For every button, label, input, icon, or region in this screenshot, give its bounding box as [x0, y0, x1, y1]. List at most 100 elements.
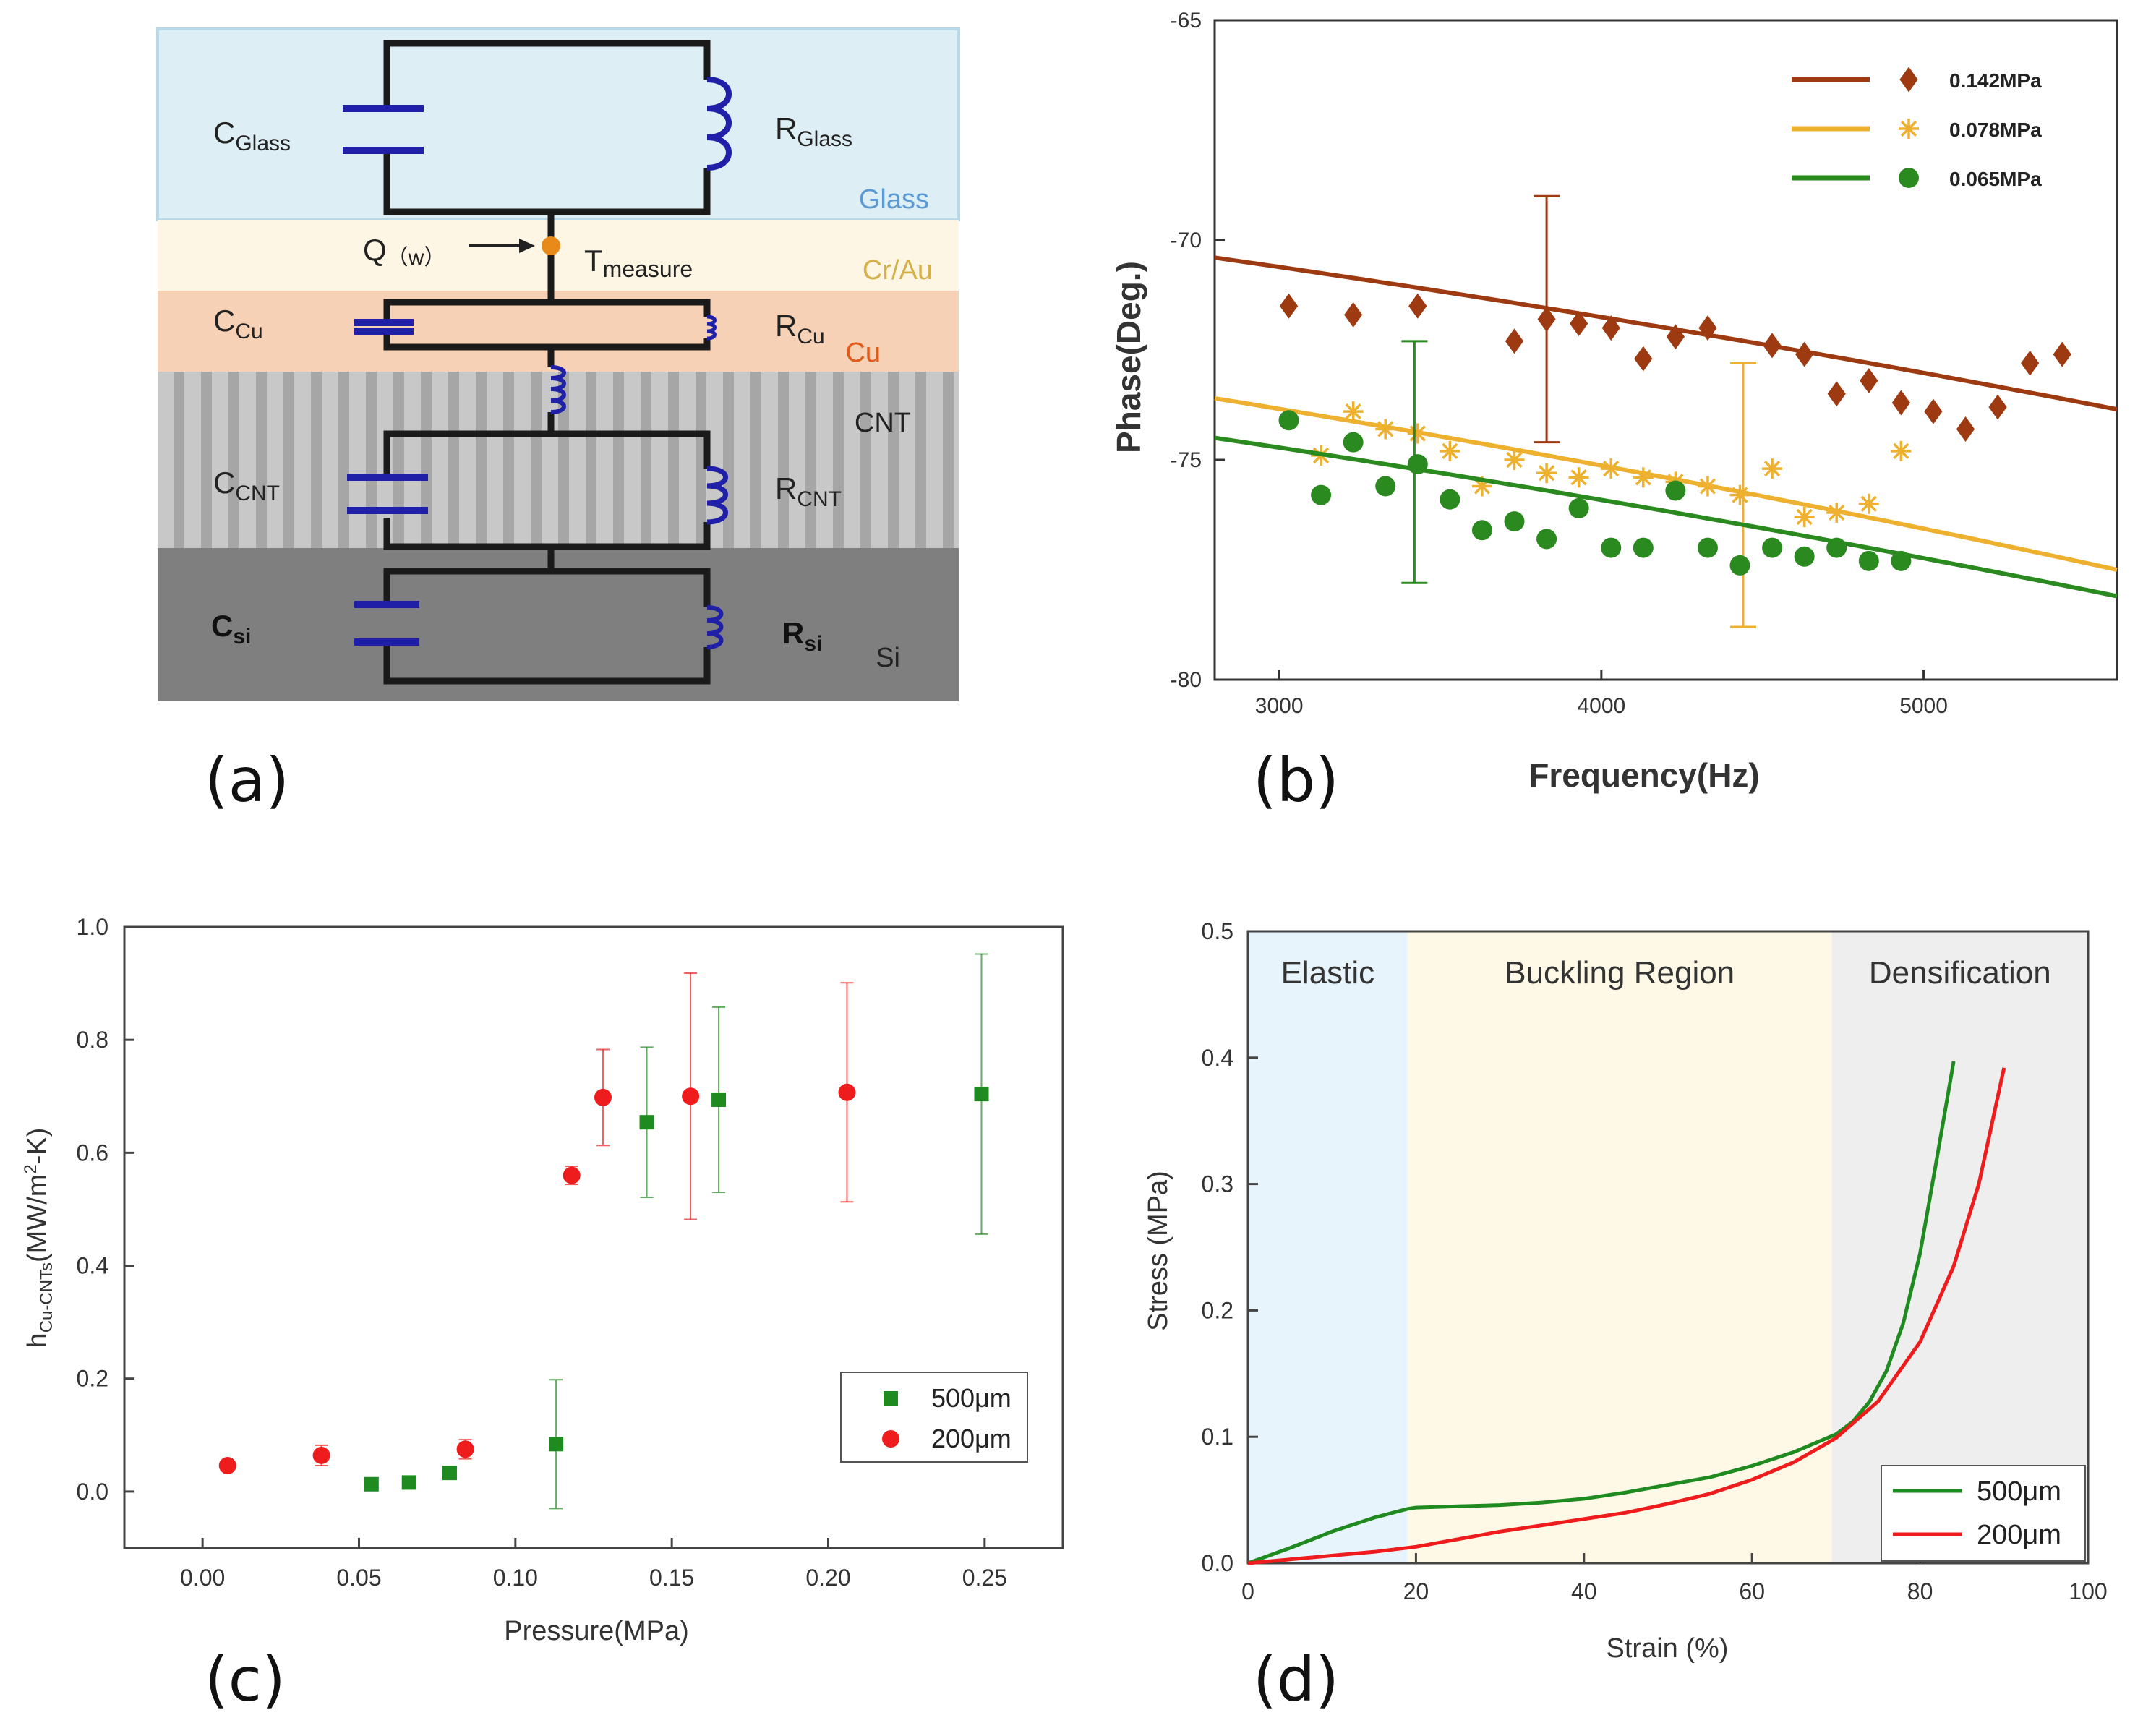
data-point	[1440, 440, 1460, 461]
cnt-stripe	[641, 372, 651, 548]
region-label: Buckling Region	[1505, 955, 1735, 991]
x-axis-title: Strain (%)	[1607, 1633, 1729, 1664]
label-t-measure: Tmeasure	[584, 244, 693, 282]
data-point	[1795, 341, 1814, 367]
asterisk-stroke	[1829, 504, 1845, 521]
data-point	[1763, 333, 1782, 359]
cnt-stripe	[311, 372, 322, 548]
panel-label-b: (b)	[1253, 745, 1339, 816]
data-point	[1537, 306, 1556, 332]
inductor-series	[550, 365, 566, 414]
data-point	[1634, 346, 1653, 372]
inductor-cu	[706, 315, 717, 341]
legend-marker	[1899, 168, 1919, 188]
data-point	[974, 1087, 989, 1102]
data-point	[1344, 302, 1363, 328]
data-point	[1988, 394, 2007, 420]
data-point	[1570, 311, 1588, 337]
cnt-stripe	[888, 372, 899, 548]
y-axis-title-sub: Cu-CNTs	[37, 1262, 56, 1333]
data-point	[1633, 537, 1654, 558]
data-point	[1343, 401, 1364, 422]
data-point	[1471, 520, 1492, 541]
asterisk-stroke	[1699, 478, 1716, 495]
cnt-stripe	[421, 372, 432, 548]
data-point	[1858, 493, 1879, 514]
cnt-stripe	[201, 372, 212, 548]
region-Buckling Region	[1407, 931, 1832, 1563]
cnt-stripe	[531, 372, 542, 548]
curve-500μm	[1247, 1061, 1956, 1565]
y-tick-label: 0.2	[77, 1366, 108, 1392]
cnt-stripe	[338, 372, 349, 548]
fit-line-0.142MPa	[1214, 255, 2118, 412]
y-axis-title: Stress (MPa)	[1143, 1171, 1173, 1331]
data-point	[594, 1088, 612, 1106]
y-axis-title-main: h	[22, 1333, 53, 1348]
legend-label: 0.065MPa	[1949, 168, 2042, 190]
cnt-stripe	[503, 372, 514, 548]
data-point	[1665, 480, 1686, 501]
data-point	[1729, 555, 1750, 576]
capacitors	[343, 105, 428, 646]
x-tick-label: 5000	[1899, 694, 1948, 718]
plot-frame	[1213, 19, 2118, 681]
x-axis-title: Frequency(Hz)	[1528, 756, 1759, 794]
cnt-stripes	[174, 372, 954, 548]
y-tick-label: 0.5	[1202, 918, 1233, 944]
circuit-wires	[383, 40, 711, 685]
label-q: Q（w）	[363, 233, 445, 270]
region-label: Densification	[1869, 955, 2051, 991]
asterisk-stroke	[1900, 120, 1917, 137]
x-tick-label: 4000	[1577, 694, 1625, 718]
legend-label: 200μm	[931, 1424, 1011, 1453]
cnt-stripe	[778, 372, 789, 548]
data-point	[1601, 315, 1620, 341]
data-point	[1762, 458, 1783, 479]
data-point	[401, 1475, 416, 1490]
x-tick-label: 0.10	[493, 1565, 538, 1591]
data-point	[1601, 458, 1622, 479]
cnt-stripe	[805, 372, 816, 548]
panel-label-c: (c)	[205, 1644, 286, 1715]
inductors	[550, 77, 732, 649]
y-tick-label: 0.4	[1202, 1045, 1233, 1071]
chart-phase-frequency: -65 -70 -75 -80 3000 4000 5000 Frequency(Hz) Pha…	[1110, 9, 2118, 794]
region-Elastic	[1248, 931, 1408, 1563]
label-r-cnt: RCNT	[775, 471, 842, 511]
label-r-si: Rsi	[782, 616, 822, 656]
data-point	[639, 1115, 654, 1130]
data-point	[1279, 293, 1299, 319]
y-tick-label: 1.0	[77, 914, 108, 940]
legend-label: 200μm	[1977, 1520, 2061, 1550]
y-axis-title-sup: 2	[21, 1164, 40, 1173]
legend-marker	[1899, 119, 1919, 139]
data-point	[1762, 537, 1783, 558]
y-tick-label: 0.0	[77, 1479, 108, 1505]
data-point	[1536, 463, 1557, 484]
chart-conductance-pressure: 0.0 0.2 0.4 0.6 0.8 1.0 0.00 0.05 0.10 0.15 0.20 0.…	[21, 914, 1064, 1646]
fit-line-0.065MPa	[1214, 435, 2118, 599]
data-point	[682, 1087, 700, 1106]
layer-label-si: Si	[876, 643, 900, 673]
x-tick-label: 0.25	[962, 1565, 1007, 1591]
inductor-cnt	[706, 466, 728, 525]
cnt-stripe	[448, 372, 459, 548]
x-tick-label: 20	[1403, 1578, 1429, 1604]
cnt-stripe	[256, 372, 267, 548]
x-tick-label: 60	[1739, 1578, 1765, 1604]
chart-stress-strain: Elastic Buckling Region Densification 0.0 0.…	[1143, 918, 2108, 1664]
curve-200μm	[1247, 1067, 2006, 1565]
asterisk-stroke	[1409, 425, 1426, 442]
data-point	[1568, 467, 1589, 488]
data-point	[1794, 546, 1815, 567]
legend-box	[1881, 1465, 2086, 1562]
asterisk-stroke	[1377, 421, 1394, 437]
cnt-stripe	[366, 372, 377, 548]
label-c-cu: CCu	[213, 304, 263, 343]
data-point	[549, 1437, 564, 1452]
layer-label-cnt: CNT	[855, 408, 911, 438]
y-axis-title: Phase(Deg.)	[1110, 261, 1147, 453]
y-tick-label: -75	[1171, 448, 1202, 472]
data-point	[1794, 507, 1815, 528]
